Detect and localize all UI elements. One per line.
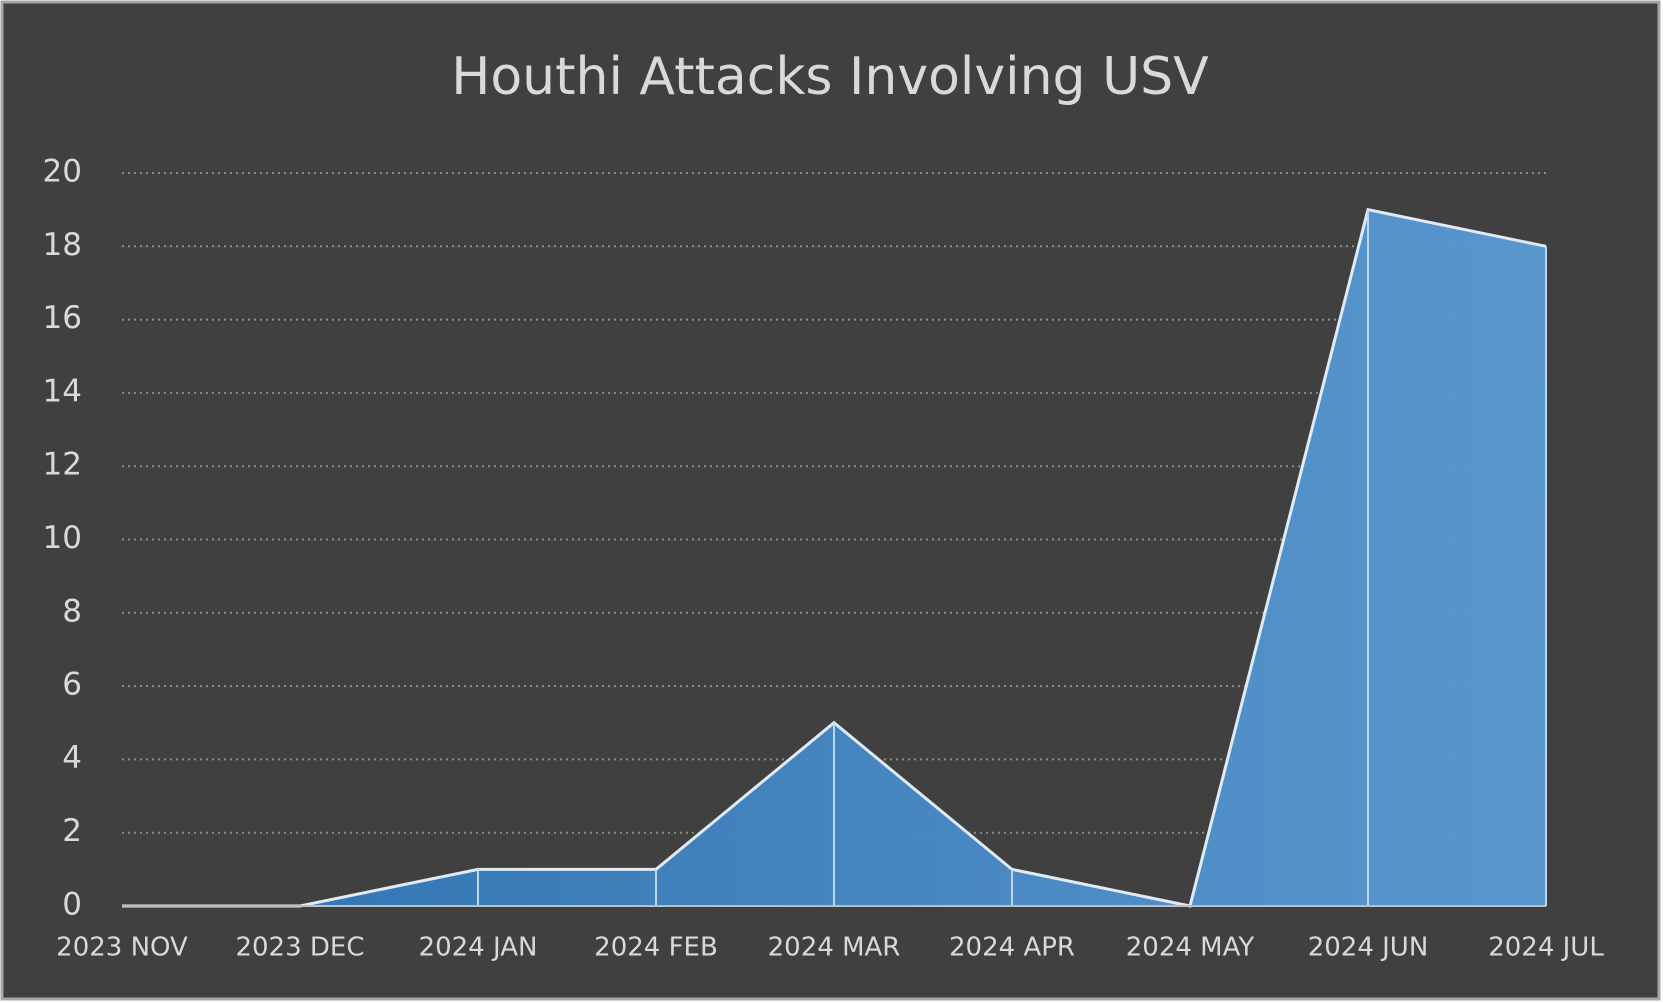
x-tick-label: 2024 MAR: [768, 933, 901, 963]
x-tick-label: 2024 APR: [949, 933, 1075, 963]
x-tick-label: 2024 MAY: [1126, 933, 1255, 963]
y-tick-label: 2: [62, 813, 82, 849]
x-tick-label: 2023 NOV: [56, 933, 188, 963]
y-tick-label: 16: [43, 300, 82, 336]
y-tick-label: 6: [62, 667, 82, 703]
y-tick-label: 10: [43, 520, 82, 556]
chart-title: Houthi Attacks Involving USV: [451, 47, 1209, 107]
x-tick-label: 2024 JUN: [1308, 933, 1429, 963]
x-tick-label: 2024 JUL: [1488, 933, 1604, 963]
y-tick-label: 8: [62, 593, 82, 629]
y-tick-label: 12: [43, 447, 82, 483]
y-tick-label: 0: [62, 887, 82, 923]
y-tick-label: 20: [43, 154, 82, 190]
plot: [122, 207, 1547, 908]
labels: 0 2 4 6 8 10 12 14 16 18 20 2023 NOV 2023 DEC 2024 JA…: [43, 154, 1605, 963]
x-tick-label: 2024 JAN: [419, 933, 538, 963]
y-tick-label: 4: [62, 740, 82, 776]
x-tick-label: 2023 DEC: [235, 933, 364, 963]
x-tick-label: 2024 FEB: [594, 933, 718, 963]
y-tick-label: 18: [43, 227, 82, 263]
y-tick-label: 14: [43, 373, 82, 409]
